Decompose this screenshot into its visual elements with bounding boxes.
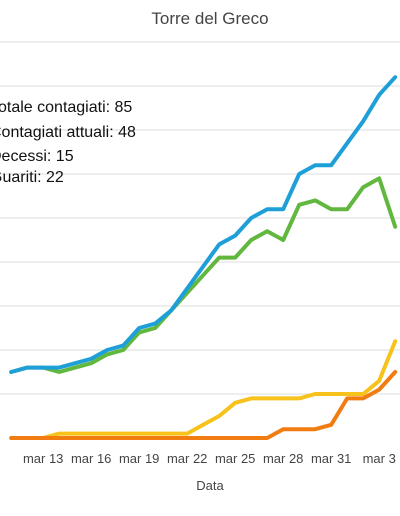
legend-entry-active: Contagiati attuali: 48 [0,124,136,141]
series-line-2 [9,370,398,440]
x-tick-label-3: mar 22 [167,451,207,466]
x-axis-label: Data [196,478,224,493]
series-layer [9,75,398,440]
x-tick-label-4: mar 25 [215,451,255,466]
legend: Totale contagiati: 85 Contagiati attuali… [0,99,136,186]
x-tick-label-1: mar 16 [71,451,111,466]
series-line-3 [9,339,398,440]
legend-entry-deaths: Decessi: 15 [0,148,74,165]
series-line-0 [9,75,398,374]
legend-entry-recovered: Guariti: 22 [0,169,64,186]
chart-title: Torre del Greco [151,9,268,28]
x-tick-label-2: mar 19 [119,451,159,466]
x-tick-label-5: mar 28 [263,451,303,466]
legend-entry-total: Totale contagiati: 85 [0,99,132,116]
series-line-1 [9,176,398,374]
x-axis-ticks: mar 13 mar 16 mar 19 mar 22 mar 25 mar 28 mar … [23,451,396,466]
x-tick-label-0: mar 13 [23,451,63,466]
x-tick-label-7: mar 3 [363,451,396,466]
x-tick-label-6: mar 31 [311,451,351,466]
gridlines [0,41,400,395]
